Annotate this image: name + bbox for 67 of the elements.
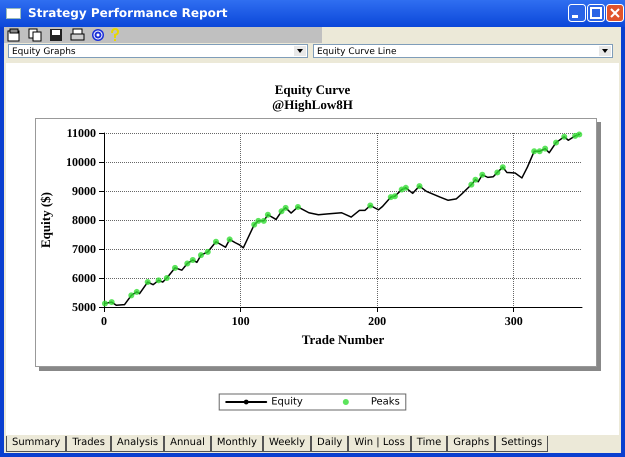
x-tick-label: 0 [101, 314, 107, 328]
text: Trades [66, 436, 111, 452]
y-axis-title: Equity ($) [38, 192, 53, 248]
y-tick-label: 6000 [72, 271, 96, 285]
point [479, 172, 486, 178]
point [278, 208, 285, 214]
point [144, 279, 151, 286]
point [561, 134, 568, 140]
point [226, 236, 233, 242]
point [576, 131, 582, 138]
y-tick-label: 5000 [72, 300, 96, 314]
point [500, 164, 506, 170]
point [204, 248, 211, 255]
text: Graphs [447, 436, 496, 452]
point [184, 260, 190, 266]
x-tick-label: 100 [232, 314, 250, 328]
point [164, 275, 170, 281]
chart-subtitle: @HighLow8H [272, 97, 353, 112]
point [251, 222, 258, 228]
text: Equity Graphs [8, 44, 308, 58]
x-axis-title: Trade Number [302, 332, 384, 347]
x-tick-label: 200 [368, 314, 386, 328]
point [156, 277, 162, 284]
legend-label: Peaks [370, 396, 400, 408]
point [468, 182, 474, 188]
point [128, 292, 134, 298]
text: Weekly [262, 436, 312, 452]
text: Analysis [110, 436, 164, 452]
point [172, 264, 178, 271]
point [472, 176, 478, 183]
legend-label: Equity [271, 396, 303, 408]
text: Win | Loss [348, 436, 411, 452]
y-tick-label: 11000 [66, 126, 96, 140]
point [367, 202, 374, 208]
point [134, 288, 140, 295]
text: Equity Curve Line [313, 44, 613, 58]
point [542, 146, 548, 152]
point [392, 193, 398, 200]
point [255, 218, 262, 224]
chart-title: Equity Curve [274, 82, 350, 97]
point [402, 184, 409, 191]
point [416, 183, 422, 190]
point [282, 204, 289, 211]
point [553, 140, 560, 146]
text: Settings [495, 436, 548, 452]
text: Summary [6, 436, 66, 452]
point [494, 169, 500, 176]
point [102, 300, 108, 307]
point [212, 238, 219, 245]
point [536, 148, 543, 154]
x-tick-label: 300 [504, 314, 523, 328]
point [190, 257, 196, 264]
text: Daily [311, 436, 348, 452]
point [264, 212, 271, 218]
text: Strategy Performance Report [28, 6, 228, 20]
text: Time [410, 436, 448, 452]
y-tick-label: 7000 [72, 242, 96, 256]
point [260, 218, 267, 224]
point [198, 252, 204, 258]
point [294, 204, 301, 210]
y-tick-label: 9000 [72, 184, 96, 198]
text: Annual [164, 436, 211, 452]
point [108, 299, 115, 306]
text: Monthly [210, 436, 263, 452]
point [531, 148, 538, 154]
y-tick-label: 10000 [66, 155, 96, 169]
y-tick-label: 8000 [72, 213, 96, 227]
